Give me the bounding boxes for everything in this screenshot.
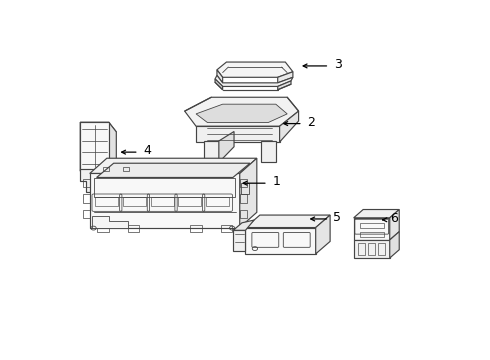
Polygon shape bbox=[217, 70, 222, 83]
Bar bbox=[83, 210, 90, 218]
Bar bbox=[241, 183, 249, 194]
Polygon shape bbox=[354, 218, 390, 240]
Polygon shape bbox=[92, 216, 128, 228]
Bar bbox=[206, 197, 229, 206]
Text: 5: 5 bbox=[333, 211, 341, 224]
Bar bbox=[240, 179, 246, 187]
Bar bbox=[190, 225, 202, 232]
Bar bbox=[96, 197, 119, 206]
Text: 1: 1 bbox=[273, 175, 281, 188]
Polygon shape bbox=[390, 210, 399, 240]
Text: 2: 2 bbox=[307, 116, 315, 129]
Bar bbox=[83, 194, 90, 203]
Bar bbox=[240, 210, 246, 218]
Polygon shape bbox=[215, 79, 222, 90]
Polygon shape bbox=[80, 122, 116, 132]
Polygon shape bbox=[185, 97, 298, 126]
Polygon shape bbox=[80, 122, 88, 180]
Polygon shape bbox=[390, 231, 399, 258]
Bar bbox=[360, 232, 384, 237]
Text: 3: 3 bbox=[334, 58, 342, 71]
Bar bbox=[220, 225, 232, 232]
Polygon shape bbox=[196, 126, 280, 142]
Bar bbox=[123, 197, 146, 206]
Polygon shape bbox=[80, 122, 109, 171]
Polygon shape bbox=[219, 131, 234, 162]
Polygon shape bbox=[204, 141, 219, 162]
Bar bbox=[151, 197, 174, 206]
Bar bbox=[358, 243, 365, 255]
Bar bbox=[368, 243, 375, 255]
Bar bbox=[360, 223, 384, 228]
Polygon shape bbox=[97, 163, 250, 177]
Polygon shape bbox=[233, 220, 254, 230]
Polygon shape bbox=[278, 72, 293, 83]
Text: 6: 6 bbox=[390, 212, 398, 225]
Polygon shape bbox=[90, 174, 240, 228]
Polygon shape bbox=[261, 141, 276, 162]
Text: 4: 4 bbox=[143, 144, 151, 157]
Polygon shape bbox=[109, 169, 116, 191]
Bar bbox=[98, 225, 109, 232]
Polygon shape bbox=[245, 228, 316, 254]
Polygon shape bbox=[240, 158, 257, 228]
Bar bbox=[83, 179, 90, 187]
Polygon shape bbox=[280, 111, 298, 142]
Polygon shape bbox=[215, 75, 293, 86]
Polygon shape bbox=[217, 62, 293, 77]
Bar bbox=[123, 167, 129, 171]
Polygon shape bbox=[196, 104, 287, 122]
Bar bbox=[128, 225, 139, 232]
Bar bbox=[378, 243, 385, 255]
Bar bbox=[178, 197, 201, 206]
Polygon shape bbox=[316, 215, 330, 254]
Polygon shape bbox=[354, 210, 399, 218]
Polygon shape bbox=[90, 158, 257, 174]
Bar bbox=[240, 194, 246, 203]
Bar bbox=[103, 167, 109, 171]
Polygon shape bbox=[109, 122, 116, 180]
Polygon shape bbox=[233, 230, 245, 251]
Bar bbox=[94, 177, 235, 197]
Polygon shape bbox=[278, 81, 291, 90]
Polygon shape bbox=[354, 240, 390, 258]
Polygon shape bbox=[80, 169, 109, 192]
Polygon shape bbox=[245, 215, 330, 228]
